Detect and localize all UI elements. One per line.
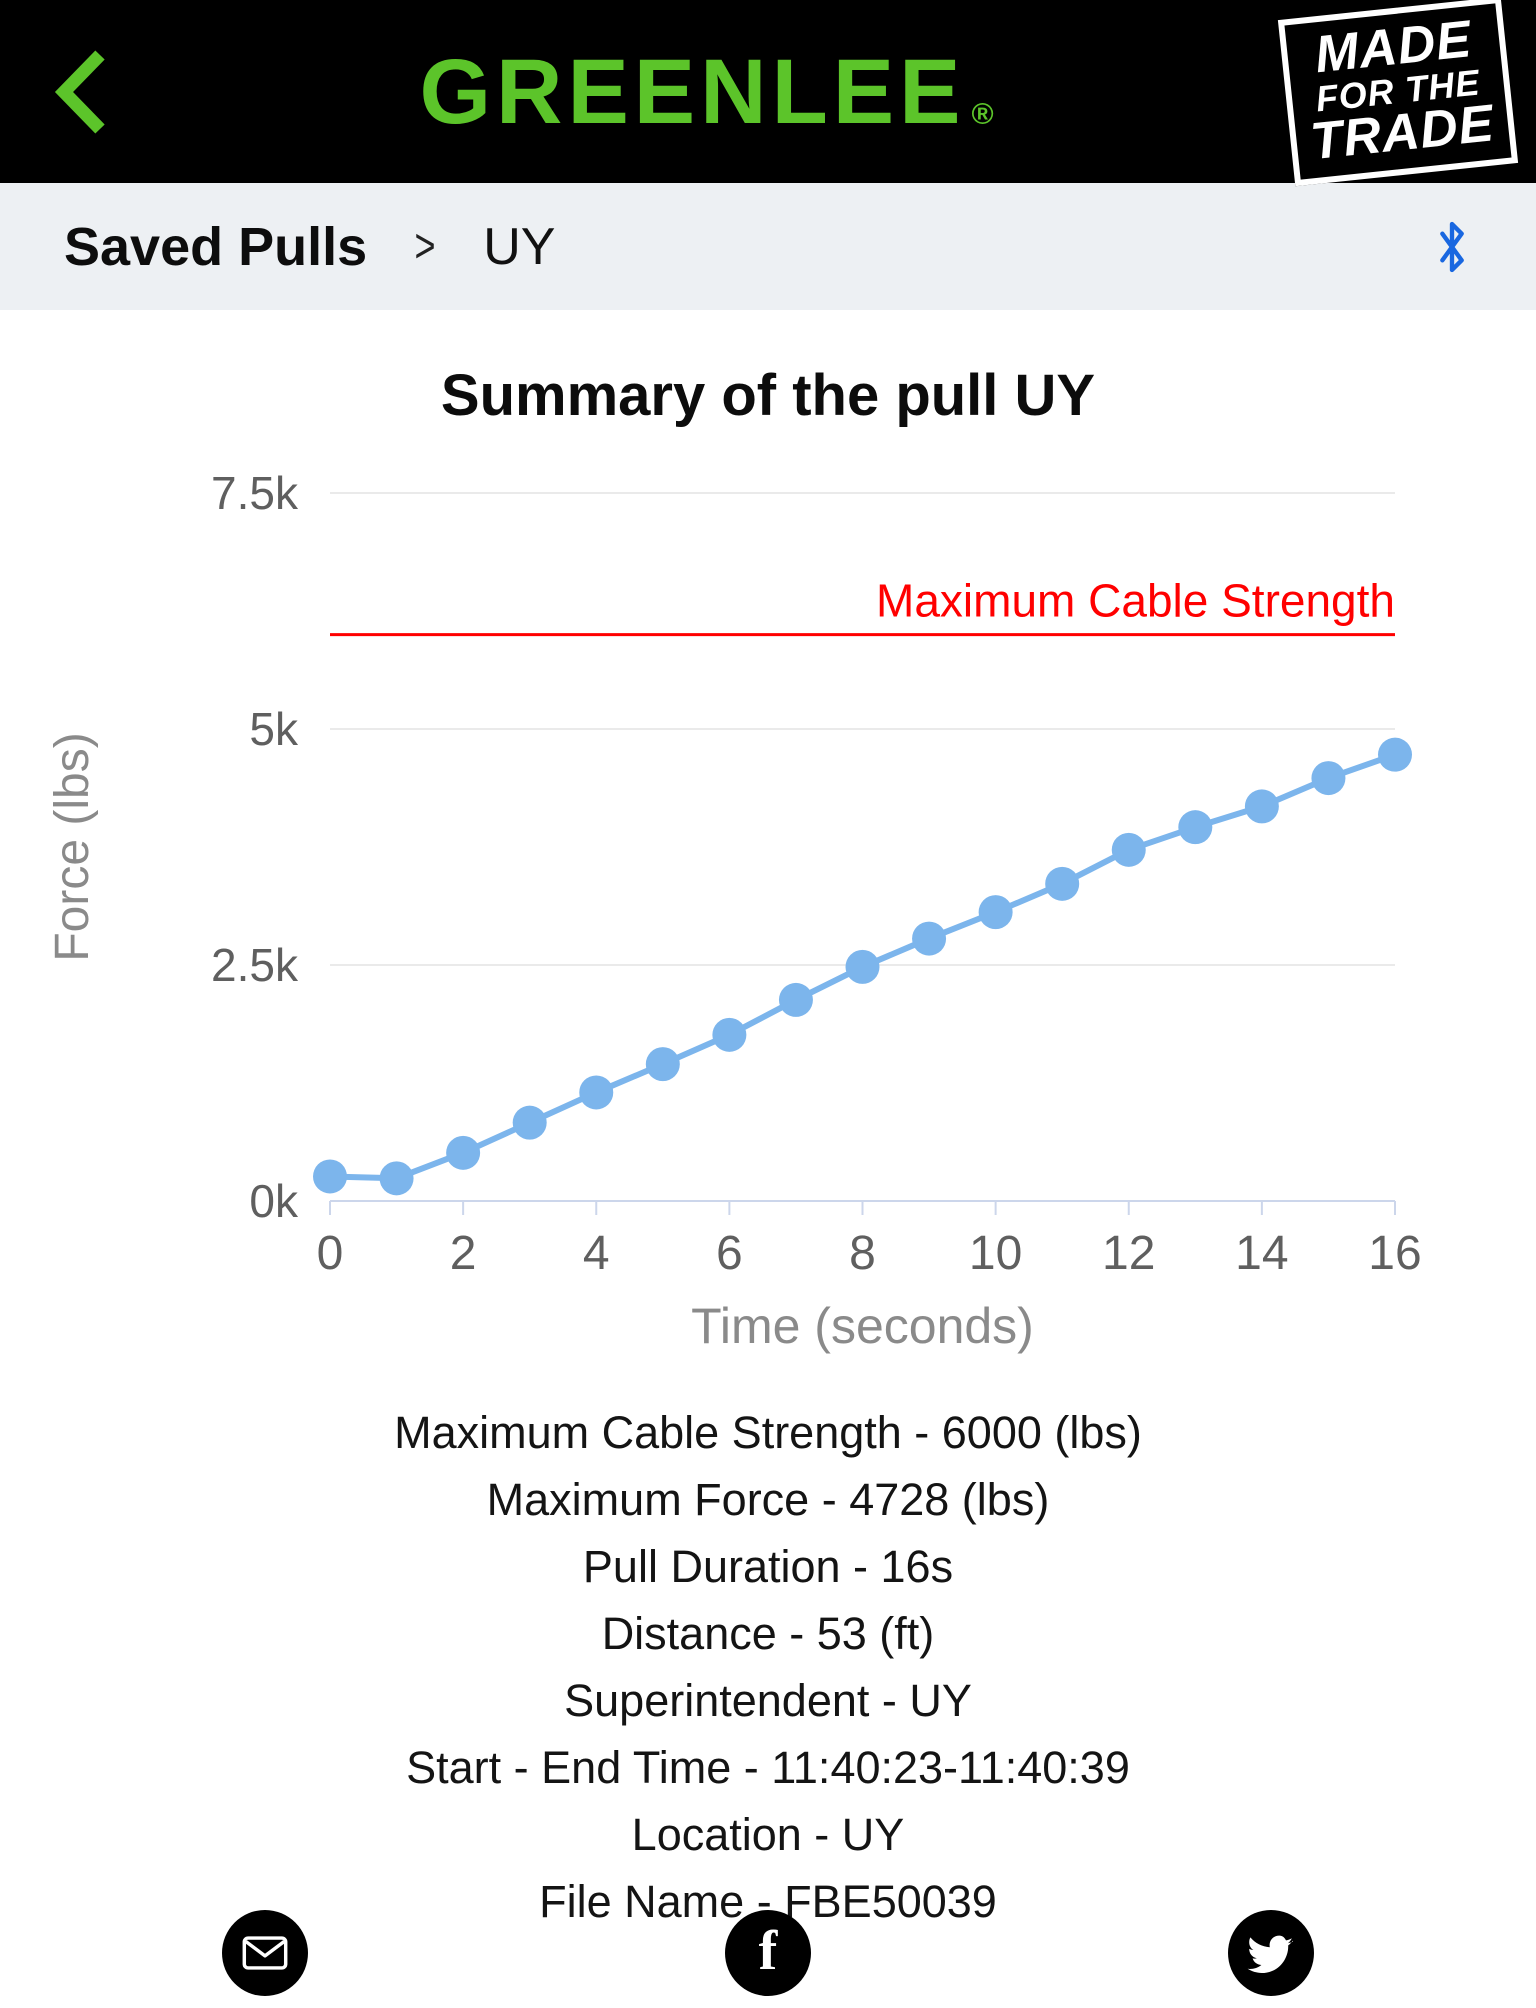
twitter-share-button[interactable] [1228,1910,1314,1996]
x-tick-label: 16 [1368,1227,1421,1280]
page-title: Summary of the pull UY [440,363,1096,428]
twitter-icon [1247,1935,1293,1973]
y-tick-label: 2.5k [211,939,299,991]
data-point [379,1161,414,1196]
breadcrumb-saved-pulls[interactable]: Saved Pulls [64,216,368,277]
facebook-share-button[interactable]: f [725,1910,811,1996]
y-tick-label: 7.5k [211,467,299,519]
data-point [1244,789,1279,824]
pull-summary: Maximum Cable Strength - 6000 (lbs) Maxi… [0,1399,1536,1935]
y-axis-title: Force (lbs) [46,732,99,961]
data-point [712,1017,747,1052]
app-header: GREENLEE ® MADE FOR THE TRADE [0,0,1536,187]
summary-location: Location - UY [631,1809,905,1860]
data-point [579,1075,614,1110]
x-tick-label: 4 [583,1227,610,1280]
x-tick-label: 10 [969,1227,1022,1280]
back-chevron-icon [54,49,105,134]
y-tick-label: 0k [249,1175,299,1227]
data-point [1378,737,1412,772]
data-point [845,949,880,984]
x-tick-label: 8 [849,1227,876,1280]
data-point [446,1135,481,1170]
summary-superintendent: Superintendent - UY [564,1675,972,1726]
data-point [1178,810,1213,845]
y-tick-label: 5k [249,703,299,755]
summary-max-cable-strength: Maximum Cable Strength - 6000 (lbs) [394,1407,1142,1458]
data-point [1311,761,1346,796]
x-tick-label: 6 [716,1227,743,1280]
threshold-label: Maximum Cable Strength [876,575,1395,627]
x-tick-label: 14 [1235,1227,1288,1280]
data-point [912,921,947,956]
breadcrumb-current: UY [483,217,556,276]
force-time-chart: 0k 2.5k 5k 7.5k 0 2 4 6 8 10 12 14 16 Time (seconds) F… [0,441,1536,1381]
back-button[interactable] [52,47,112,137]
data-point [978,895,1013,930]
chart-canvas: 0k 2.5k 5k 7.5k 0 2 4 6 8 10 12 14 16 Time (seconds) F… [46,467,1422,1354]
email-icon [242,1936,288,1970]
x-axis-title: Time (seconds) [691,1298,1034,1354]
data-point [645,1047,680,1082]
summary-max-force: Maximum Force - 4728 (lbs) [486,1474,1050,1525]
data-point [1045,866,1080,901]
facebook-icon: f [758,1920,778,1982]
logo-wordmark: GREENLEE [419,40,966,143]
data-point [313,1159,347,1194]
made-for-the-trade-badge: MADE FOR THE TRADE [1277,0,1519,187]
data-point [1111,832,1146,867]
breadcrumb-separator-icon: > [414,220,436,273]
data-point [512,1105,547,1140]
summary-pull-duration: Pull Duration - 16s [582,1541,954,1592]
share-row: f [0,1910,1536,1996]
breadcrumb: Saved Pulls > UY [0,183,1536,310]
x-tick-label: 2 [450,1227,477,1280]
bluetooth-icon[interactable] [1432,218,1472,276]
x-tick-label: 0 [317,1227,344,1280]
registered-mark: ® [971,97,994,131]
email-share-button[interactable] [222,1910,308,1996]
x-tick-label: 12 [1102,1227,1155,1280]
summary-start-end-time: Start - End Time - 11:40:23-11:40:39 [406,1742,1130,1793]
greenlee-logo: GREENLEE ® [419,46,993,138]
data-point [778,982,813,1017]
summary-distance: Distance - 53 (ft) [601,1608,935,1659]
